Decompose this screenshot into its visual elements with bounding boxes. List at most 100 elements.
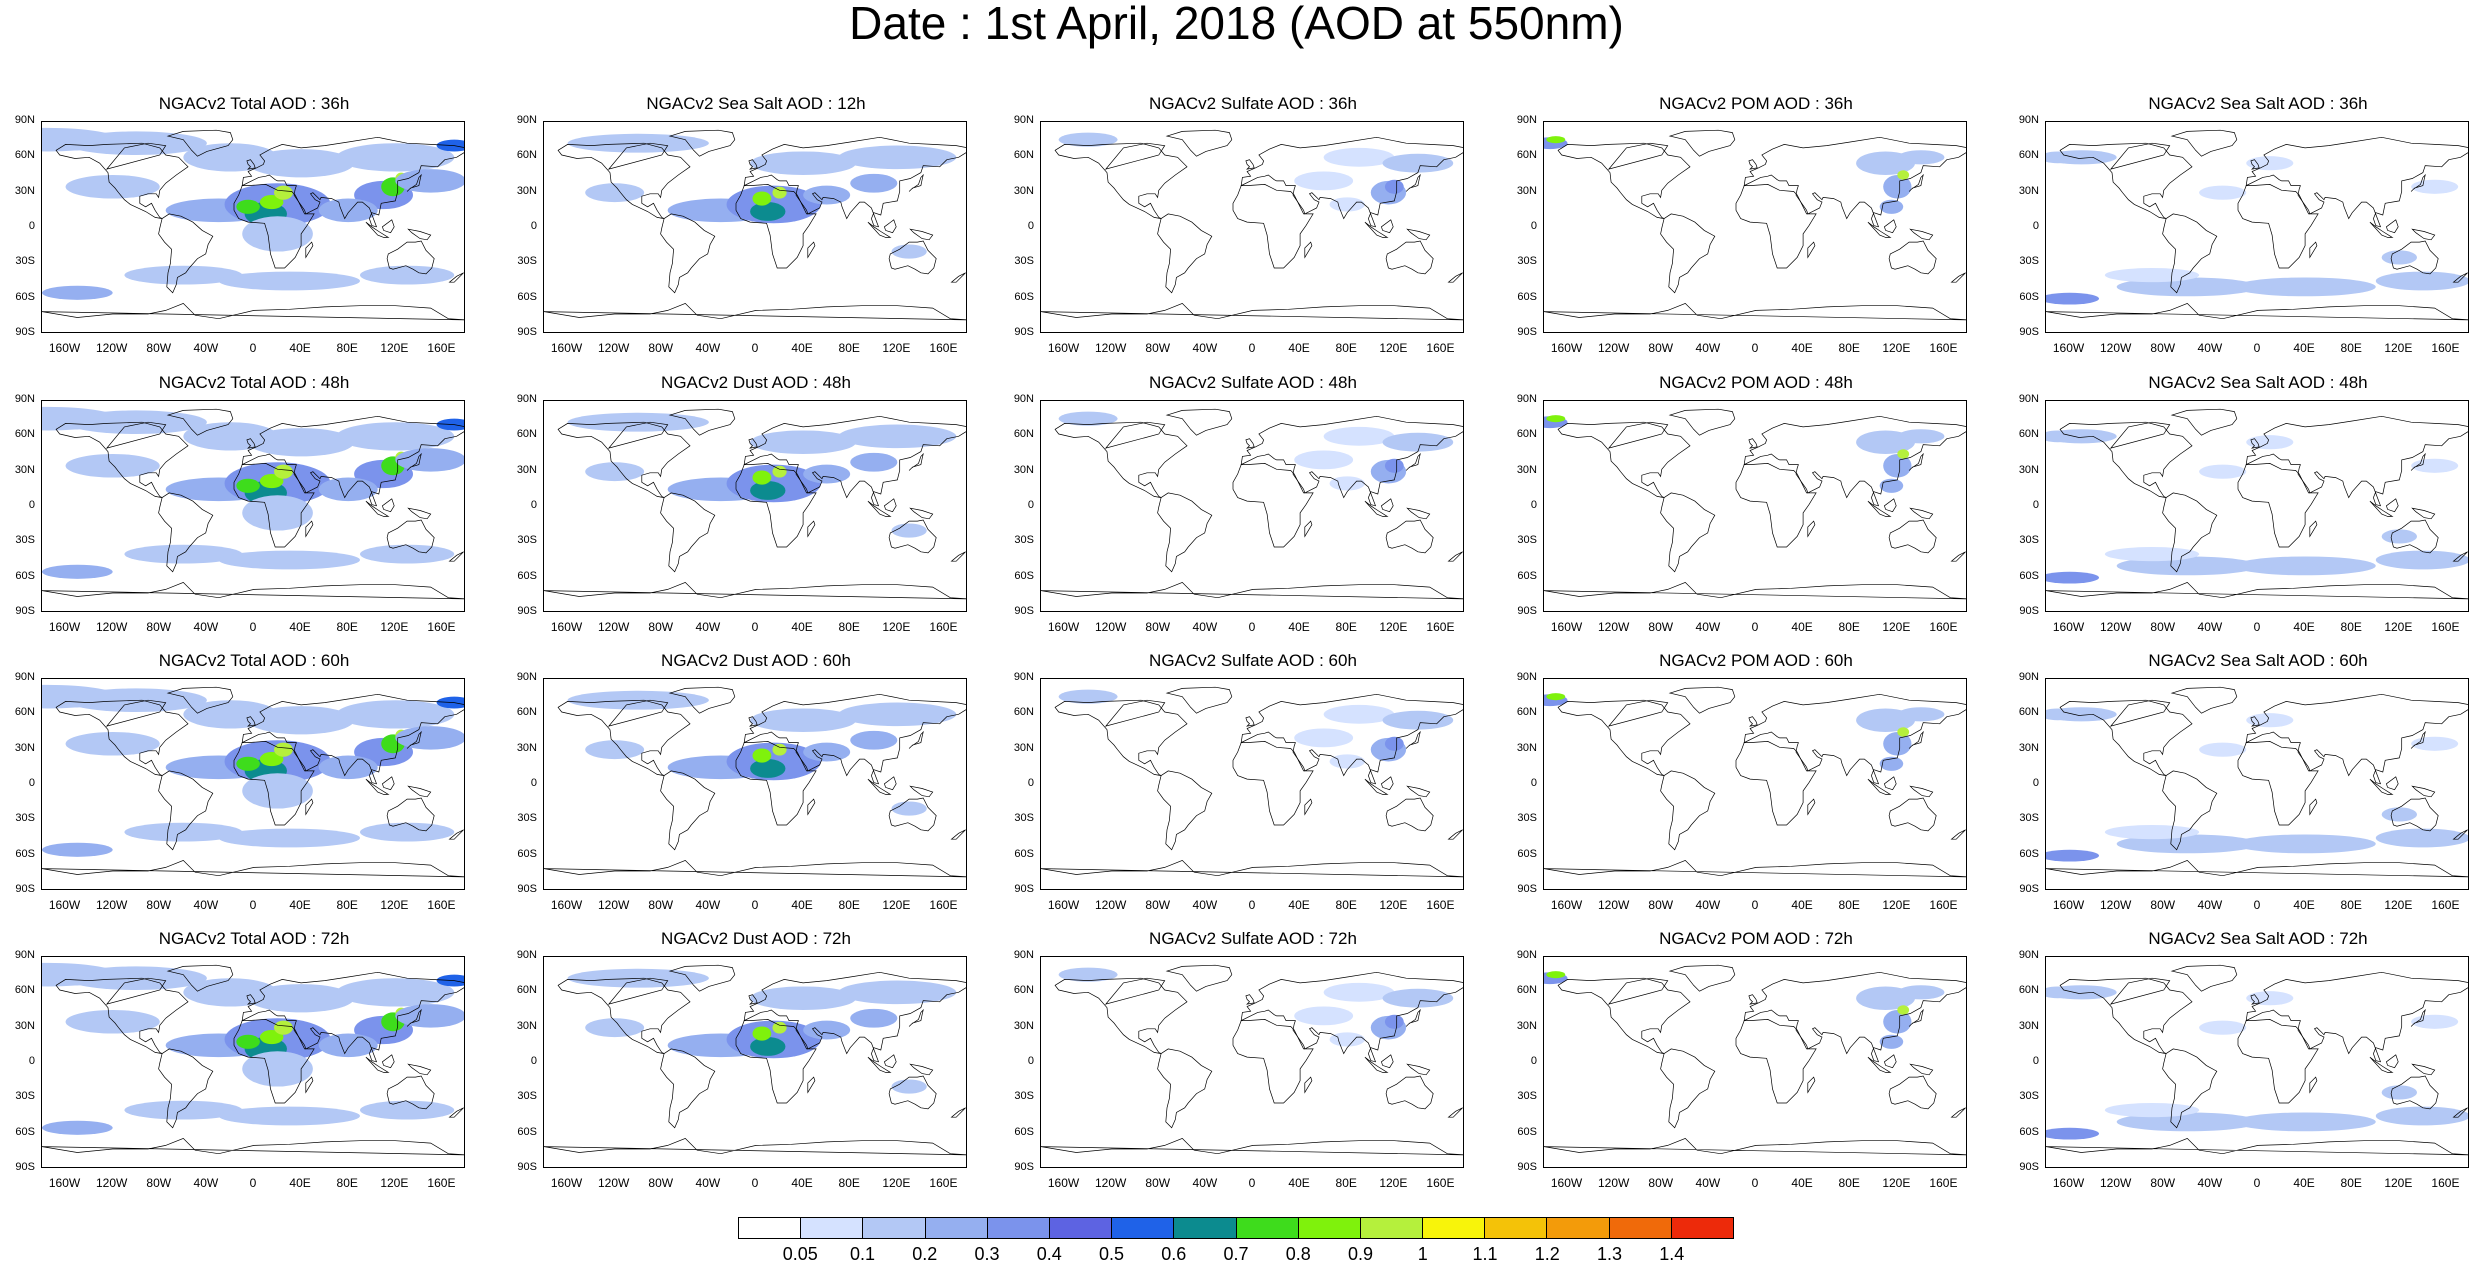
panel-title: NGACv2 POM AOD : 60h [1659,651,1853,670]
aod-contour [772,465,787,478]
coastline [2385,498,2399,513]
coastline [660,213,716,294]
coastline [1104,977,1166,1005]
coastline [867,500,892,517]
lat-tick-label: 30N [1013,741,1034,754]
lat-tick-label: 90S [517,1161,537,1173]
lat-tick-label: 30S [2019,534,2039,547]
lat-tick-label: 90N [1516,393,1537,405]
legend-label: 0.5 [1098,1244,1125,1264]
lon-tick-label: 160W [550,898,583,912]
map-frame [2045,956,2469,1168]
lon-tick-label: 120W [597,1176,630,1190]
coastline [1240,693,1463,785]
lat-tick-label: 60N [14,984,35,997]
lon-tick-label: 160W [1047,1176,1080,1190]
legend-label: 1.1 [1472,1244,1498,1264]
coastline [544,581,966,600]
coastline [1883,219,1897,234]
aod-contour [236,1034,260,1049]
aod-contour [2246,435,2294,450]
map-frame [543,678,967,890]
lat-tick-label: 30S [1014,1090,1034,1103]
coastline [748,438,758,449]
aod-contour [274,464,293,479]
aod-contour [1294,728,1354,748]
coastline [241,693,464,785]
coastline [1157,213,1213,294]
coastline [2245,136,2468,228]
coastline [1883,776,1897,791]
lon-tick-label: 40E [1791,1176,1813,1190]
lat-tick-label: 60S [517,847,537,860]
coastline [1447,829,1463,840]
lon-tick-label: 80E [1838,620,1860,634]
lon-tick-label: 40E [1288,341,1310,355]
lat-tick-label: 60S [15,290,35,303]
lon-tick-label: 0 [249,1176,257,1190]
coastline [1406,785,1431,798]
coastline [1304,520,1313,538]
aod-contour [2246,713,2294,728]
lon-tick-label: 160W [1047,341,1080,355]
coastline [2245,693,2468,785]
coastline [407,1063,432,1076]
lon-tick-label: 160W [1550,620,1583,634]
aod-contour [259,474,284,489]
coastline [1405,173,1421,192]
main-title: Date : 1st April, 2018 (AOD at 550nm) [849,0,1624,49]
coastline [1544,302,1966,321]
legend-swatch [801,1218,864,1238]
lat-tick-label: 30N [1013,1019,1034,1032]
aod-contour [248,706,355,735]
aod-contour [585,183,645,203]
coastline [1232,463,1314,548]
lon-tick-label: 160E [427,341,456,355]
lat-tick-label: 60S [1517,847,1537,860]
lat-tick-label: 30N [2018,741,2039,754]
lon-tick-label: 0 [1751,1176,1759,1190]
lat-tick-label: 60S [1014,847,1034,860]
coastline [1607,699,1669,727]
map-frame [2045,678,2469,890]
lon-tick-label: 80W [1648,341,1674,355]
coastline [305,241,314,259]
lon-tick-label: 0 [1248,341,1256,355]
coastline [544,302,966,321]
coastline [241,971,464,1063]
lon-tick-label: 160E [1426,898,1455,912]
map-frame [2045,121,2469,333]
lon-tick-label: 40W [1192,1176,1218,1190]
coastline [1888,519,1937,554]
aod-map [2046,129,2468,321]
lat-tick-label: 0 [1027,1055,1034,1067]
legend-swatch [863,1218,926,1238]
aod-map [1041,129,1463,321]
lon-tick-label: 40E [2293,1176,2315,1190]
aod-map [544,964,966,1156]
map-frame [543,956,967,1168]
lon-tick-label: 0 [249,620,257,634]
coastline [1735,1019,1817,1104]
coastline [2170,964,2238,992]
legend-colorbar [738,1217,1734,1239]
lon-tick-label: 40E [791,898,813,912]
aod-contour [891,1079,927,1094]
lat-tick-label: 90S [1014,605,1034,617]
aod-contour [218,1106,360,1126]
lon-tick-label: 160W [1047,898,1080,912]
aod-contour [1897,150,1945,165]
coastline [1054,421,1188,498]
map-frame [41,678,465,890]
coastline [1406,1063,1431,1076]
coastline [2237,463,2319,548]
coastline [2237,184,2319,269]
coastline [2385,776,2399,791]
lat-tick-label: 30S [1517,812,1537,825]
aod-contour [242,773,313,809]
aod-contour [42,842,113,857]
coastline [2250,716,2260,727]
lon-tick-label: 120W [1094,620,1127,634]
coastline [883,776,897,791]
lon-tick-label: 80W [1145,1176,1171,1190]
